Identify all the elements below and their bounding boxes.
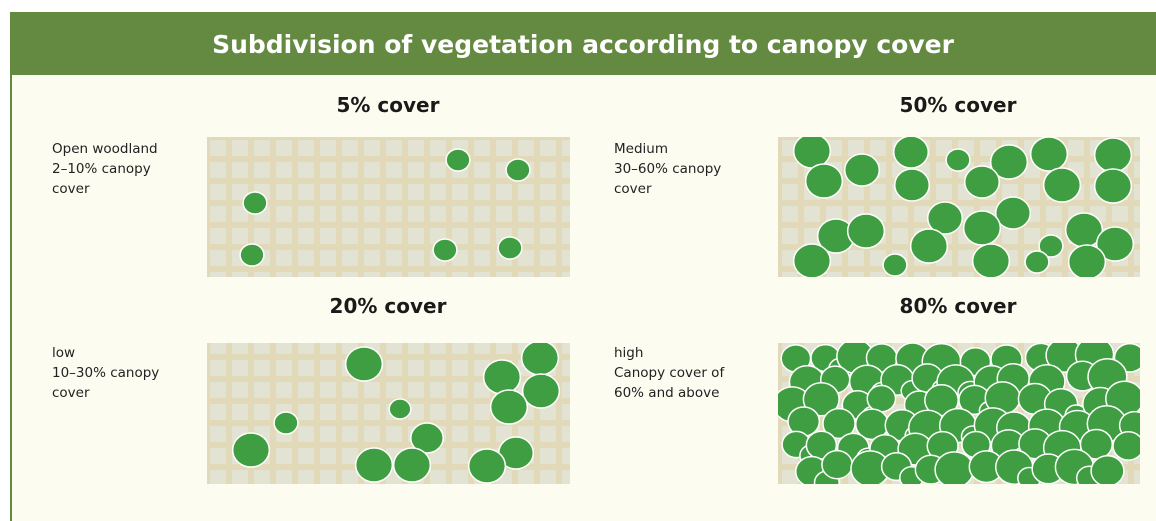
title: Subdivision of vegetation according to c… [212, 30, 955, 59]
panel-description: Open woodland [52, 141, 158, 157]
tree-crown [445, 148, 471, 172]
tree-crown [489, 389, 529, 425]
panel-description: low [52, 345, 75, 361]
panel-description: cover [614, 181, 652, 197]
tree-crown [1024, 250, 1050, 274]
tree-crown [1095, 226, 1135, 262]
header-bar [10, 12, 1156, 75]
tree-crown [392, 447, 432, 483]
tree-crown [1093, 137, 1133, 173]
panel-heading: 50% cover [900, 93, 1017, 117]
tree-crown [239, 243, 265, 267]
tree-crown [934, 451, 975, 484]
tree-crown [792, 137, 832, 169]
panel-description: cover [52, 385, 90, 401]
tree-crown [821, 449, 854, 480]
tree-crown [843, 153, 881, 187]
panel-heading: 80% cover [900, 294, 1017, 318]
panel-description: Medium [614, 141, 668, 157]
tree-crown [926, 201, 964, 235]
tree-crown [963, 165, 1001, 199]
tree-crown [521, 373, 561, 409]
panel-description: 2–10% canopy [52, 161, 151, 177]
tree-crown [1029, 137, 1069, 172]
tree-crown [945, 148, 971, 172]
tree-crown [882, 253, 908, 277]
tree-crown [1112, 431, 1140, 461]
tree-crown [505, 158, 531, 182]
tree-crown [866, 384, 897, 413]
tree-crown [432, 238, 458, 262]
tree-crown [994, 196, 1032, 230]
panel-heading: 5% cover [337, 93, 440, 117]
tree-crown [388, 398, 412, 420]
panel-description: 10–30% canopy [52, 365, 159, 381]
tree-crown [467, 448, 507, 484]
panel-heading: 20% cover [330, 294, 447, 318]
tree-crown [482, 359, 522, 395]
tree-crown [892, 137, 930, 169]
tree-crown [231, 432, 271, 468]
tree-crown [354, 447, 394, 483]
tree-group [239, 148, 531, 267]
panel-description: 30–60% canopy [614, 161, 721, 177]
tree-crown [989, 144, 1029, 180]
tree-crown [802, 381, 840, 417]
tree-crown [962, 210, 1002, 246]
tree-crown [1093, 168, 1133, 204]
tree-crown [804, 163, 844, 199]
tree-group [792, 137, 1135, 277]
panel-description: Canopy cover of [614, 365, 725, 381]
tree-crown [971, 243, 1011, 277]
tree-crown [792, 243, 832, 277]
panel-description: high [614, 345, 643, 361]
tree-group [231, 343, 561, 484]
tree-group [778, 343, 1140, 484]
tree-crown [1042, 167, 1082, 203]
tree-crown [344, 346, 384, 382]
tree-crown [909, 228, 949, 264]
tree-crown [497, 236, 523, 260]
tree-crown [1038, 234, 1064, 258]
tree-crown [242, 191, 268, 215]
tree-crown [520, 343, 560, 376]
panel-description: cover [52, 181, 90, 197]
tree-crown [893, 168, 931, 202]
tree-crown [1090, 454, 1125, 484]
tree-crown [410, 422, 444, 454]
panel-description: 60% and above [614, 385, 719, 401]
tree-crown [273, 411, 299, 435]
tree-crown [1067, 244, 1107, 277]
tree-crown [846, 213, 886, 249]
